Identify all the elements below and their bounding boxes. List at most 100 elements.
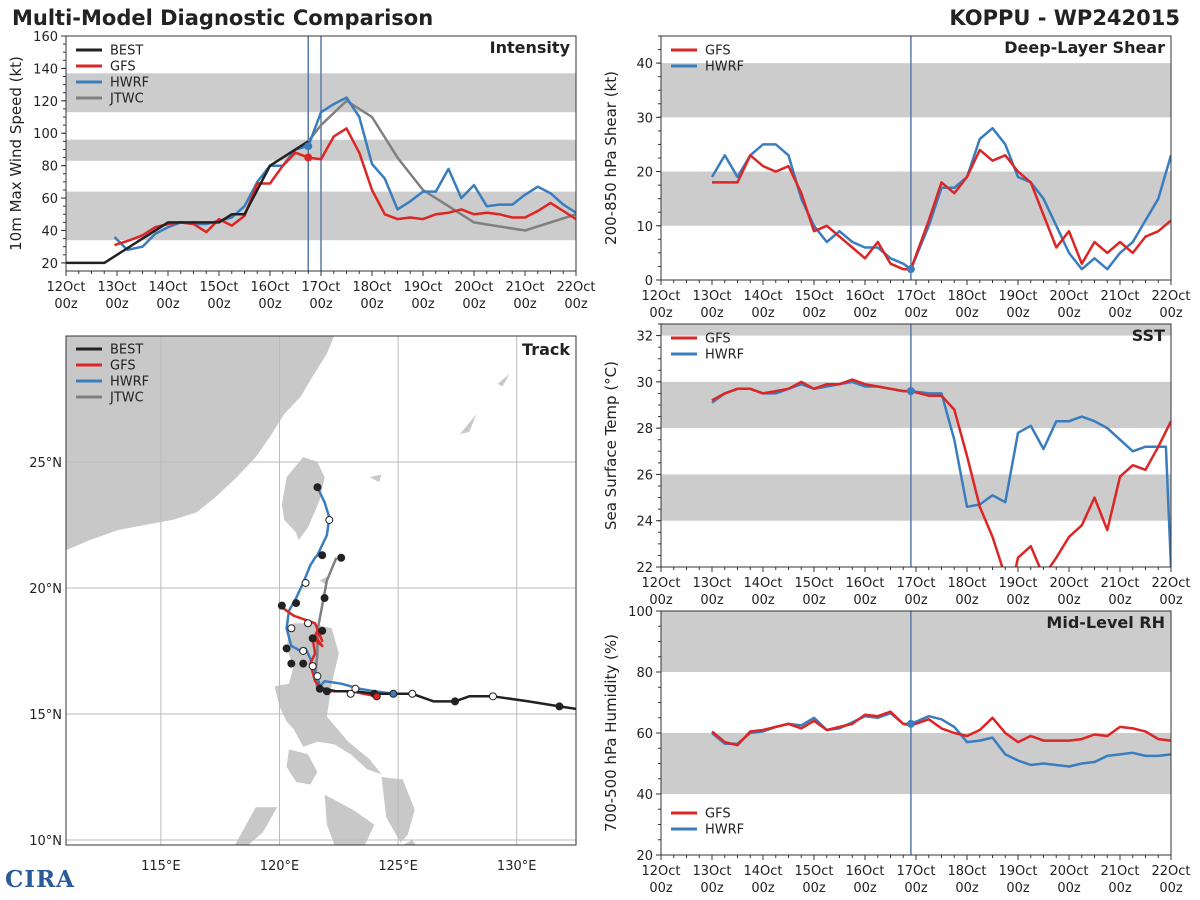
shaded-band xyxy=(661,171,1171,226)
x-tick-label-hour: 00z xyxy=(649,306,673,321)
shaded-band xyxy=(661,63,1171,118)
x-tick-label-hour: 00z xyxy=(1006,306,1030,321)
legend-label-jtwc: JTWC xyxy=(109,391,144,406)
x-tick-label-hour: 00z xyxy=(1108,593,1132,608)
y-tick-label: 60 xyxy=(636,727,653,742)
initial-point-marker xyxy=(906,265,915,274)
x-tick-label-hour: 00z xyxy=(258,297,282,312)
legend-label-best: BEST xyxy=(110,343,143,358)
longitude-label: 120°E xyxy=(260,859,300,874)
x-tick-label-hour: 00z xyxy=(54,297,78,312)
series-line-best xyxy=(66,140,309,265)
x-tick-label-hour: 00z xyxy=(853,306,877,321)
panel-title: Intensity xyxy=(490,38,571,57)
y-tick-label: 160 xyxy=(33,30,58,45)
track-position-marker xyxy=(287,659,296,668)
track-position-marker xyxy=(287,624,296,633)
latitude-label: 10°N xyxy=(29,834,62,849)
x-tick-label-hour: 00z xyxy=(1159,306,1183,321)
storm-id-title: KOPPU - WP242015 xyxy=(949,6,1180,30)
land-taiwan xyxy=(281,457,325,541)
track-position-marker xyxy=(351,684,360,693)
series-line-gfs xyxy=(712,148,1171,271)
y-tick-label: 30 xyxy=(636,111,653,126)
y-tick-label: 0 xyxy=(645,274,653,289)
x-tick-label-hour: 00z xyxy=(751,881,775,896)
x-tick-label-date: 22Oct xyxy=(1151,864,1190,879)
initial-point-marker xyxy=(906,387,915,396)
x-tick-label-date: 15Oct xyxy=(199,280,238,295)
x-tick-label-date: 15Oct xyxy=(794,289,833,304)
x-tick-label-hour: 00z xyxy=(649,593,673,608)
x-tick-label-date: 13Oct xyxy=(692,576,731,591)
x-tick-label-date: 18Oct xyxy=(947,289,986,304)
y-tick-label: 30 xyxy=(636,376,653,391)
x-tick-label-date: 16Oct xyxy=(845,289,884,304)
legend-label-hwrf: HWRF xyxy=(110,375,149,390)
x-tick-label-date: 13Oct xyxy=(692,289,731,304)
track-position-marker xyxy=(308,662,317,671)
y-tick-label: 100 xyxy=(628,605,653,620)
y-tick-label: 20 xyxy=(636,849,653,864)
y-axis-label: Sea Surface Temp (°C) xyxy=(602,361,620,530)
plot-area xyxy=(66,36,576,271)
x-tick-label-date: 14Oct xyxy=(743,576,782,591)
shaded-band xyxy=(661,324,1171,336)
x-tick-label-hour: 00z xyxy=(802,593,826,608)
land-panay-negros-cebu xyxy=(324,794,375,845)
plot-area xyxy=(661,611,1171,855)
track-position-marker xyxy=(299,646,308,655)
x-tick-label-date: 19Oct xyxy=(998,576,1037,591)
x-tick-label-hour: 00z xyxy=(513,297,537,312)
longitude-label: 115°E xyxy=(141,859,181,874)
initial-point-marker xyxy=(304,153,313,162)
panel-intensity: 20 40 60 80 100 120 140 160 12Oct 00z 13Oct 00z 14Oc… xyxy=(7,30,596,312)
y-axis-label: 200-850 hPa Shear (kt) xyxy=(602,71,620,245)
track-position-marker xyxy=(320,594,329,603)
y-tick-label: 22 xyxy=(636,561,653,576)
x-tick-label-hour: 00z xyxy=(1057,306,1081,321)
figure-title: Multi-Model Diagnostic Comparison xyxy=(12,6,434,30)
legend-label-gfs: GFS xyxy=(110,60,136,75)
plot-area xyxy=(661,324,1171,567)
y-axis-label: 10m Max Wind Speed (kt) xyxy=(7,56,25,251)
land-ryukyu-a xyxy=(369,474,382,483)
x-tick-label-hour: 00z xyxy=(649,881,673,896)
land-mindoro xyxy=(286,749,318,785)
latitude-label: 25°N xyxy=(29,456,62,471)
x-tick-label-date: 19Oct xyxy=(998,864,1037,879)
longitude-label: 125°E xyxy=(378,859,418,874)
x-tick-label-date: 21Oct xyxy=(505,280,544,295)
x-tick-label-date: 12Oct xyxy=(641,864,680,879)
x-tick-label-hour: 00z xyxy=(564,297,588,312)
track-position-marker xyxy=(299,659,308,668)
x-tick-label-hour: 00z xyxy=(1057,881,1081,896)
y-tick-label: 140 xyxy=(33,62,58,77)
panel-shear: 0 10 20 30 40 12Oct 00z 13Oct 00z 14Oct 00z 15Oct 00… xyxy=(602,35,1191,321)
x-tick-label-date: 17Oct xyxy=(896,576,935,591)
y-tick-label: 80 xyxy=(41,160,58,175)
x-tick-label-date: 20Oct xyxy=(1049,576,1088,591)
track-position-marker xyxy=(408,689,417,698)
y-tick-label: 100 xyxy=(33,127,58,142)
x-tick-label-hour: 00z xyxy=(802,306,826,321)
x-tick-label-hour: 00z xyxy=(853,593,877,608)
y-tick-label: 10 xyxy=(636,220,653,235)
x-tick-label-date: 19Oct xyxy=(403,280,442,295)
x-tick-label-hour: 00z xyxy=(751,306,775,321)
track-position-marker xyxy=(372,692,381,701)
x-tick-label-date: 22Oct xyxy=(556,280,595,295)
x-tick-label-date: 22Oct xyxy=(1151,289,1190,304)
x-tick-label-date: 18Oct xyxy=(352,280,391,295)
panel-title: Mid-Level RH xyxy=(1046,613,1165,632)
x-tick-label-date: 15Oct xyxy=(794,576,833,591)
x-tick-label-date: 20Oct xyxy=(1049,864,1088,879)
track-position-marker xyxy=(303,619,312,628)
x-tick-label-hour: 00z xyxy=(105,297,129,312)
y-tick-label: 120 xyxy=(33,95,58,110)
x-tick-label-hour: 00z xyxy=(1006,881,1030,896)
x-tick-label-date: 18Oct xyxy=(947,864,986,879)
y-tick-label: 40 xyxy=(636,788,653,803)
x-tick-label-date: 16Oct xyxy=(845,576,884,591)
